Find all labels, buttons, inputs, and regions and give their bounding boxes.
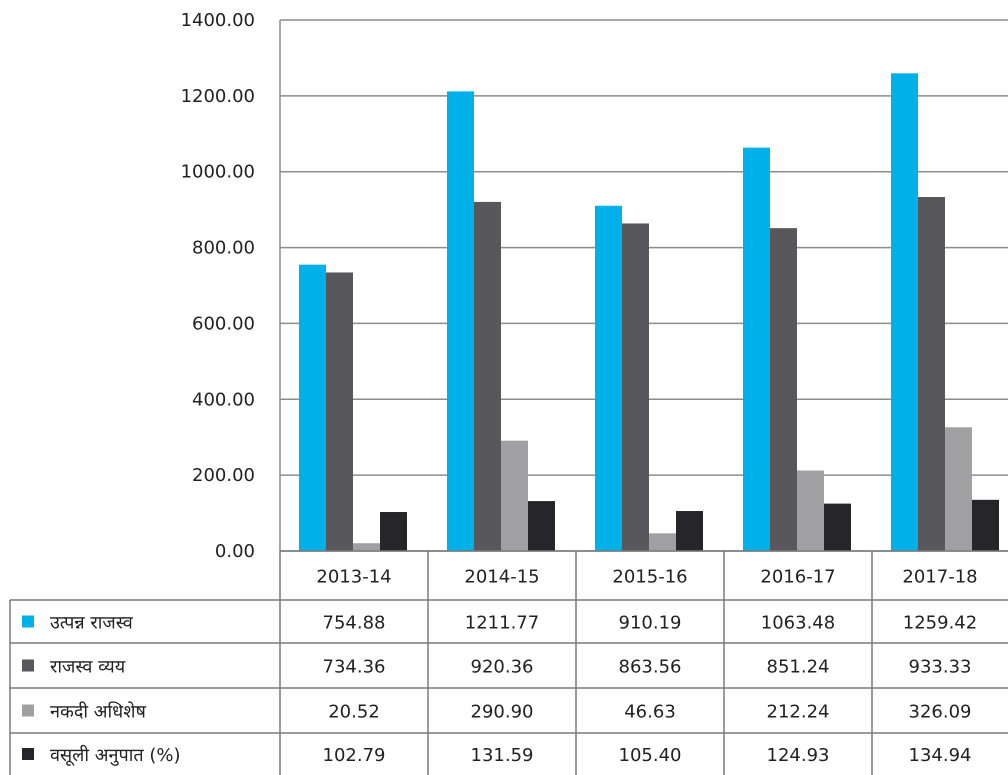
bar <box>501 440 528 551</box>
legend-label: नकदी अधिशेष <box>50 701 146 723</box>
bar <box>770 228 797 551</box>
legend-swatch <box>22 704 34 717</box>
bar <box>743 147 770 552</box>
data-label: 1259.42 <box>903 613 977 634</box>
data-label: 920.36 <box>471 657 534 678</box>
legend-label: राजस्व व्यय <box>50 657 126 678</box>
bar <box>918 197 945 551</box>
x-tick-label: 2017-18 <box>902 567 977 588</box>
x-tick-label: 2016-17 <box>760 567 835 588</box>
bar <box>797 470 824 551</box>
y-tick-label: 0.00 <box>215 541 255 562</box>
legend-swatch <box>22 615 34 628</box>
bar <box>380 512 407 551</box>
bars <box>299 73 999 552</box>
y-tick-label: 400.00 <box>192 389 255 410</box>
data-label: 290.90 <box>471 702 534 723</box>
y-tick-label: 1400.00 <box>181 10 255 31</box>
y-axis: 0.00 200.00 400.00 600.00 800.00 1000.00 1200.… <box>181 10 255 562</box>
y-tick-label: 200.00 <box>192 465 255 486</box>
data-label: 134.94 <box>909 745 972 766</box>
data-label: 1063.48 <box>761 613 835 634</box>
data-label: 131.59 <box>471 745 534 766</box>
data-label: 46.63 <box>624 702 676 723</box>
bar <box>972 499 999 551</box>
y-tick-label: 1000.00 <box>181 162 255 183</box>
data-label: 105.40 <box>619 745 682 766</box>
bar <box>676 511 703 551</box>
y-tick-label: 800.00 <box>192 238 255 259</box>
bar <box>824 503 851 551</box>
bar <box>622 223 649 551</box>
bar <box>353 543 380 551</box>
legend-swatch <box>22 659 34 672</box>
y-tick-label: 600.00 <box>192 313 255 334</box>
data-label: 851.24 <box>767 657 830 678</box>
bar <box>528 501 555 551</box>
bar <box>299 264 326 551</box>
data-label: 20.52 <box>328 702 380 723</box>
bar <box>649 533 676 551</box>
legend-swatch <box>22 748 34 760</box>
data-label: 933.33 <box>909 657 972 678</box>
bar <box>447 91 474 552</box>
bar <box>595 205 622 551</box>
bar <box>891 73 918 552</box>
data-label: 1211.77 <box>465 613 539 634</box>
bar <box>945 427 972 551</box>
legend-label: उत्पन्न राजस्व <box>50 613 134 634</box>
y-tick-label: 1200.00 <box>181 86 255 107</box>
data-label: 754.88 <box>323 613 386 634</box>
x-tick-label: 2013-14 <box>316 567 391 588</box>
data-label: 124.93 <box>767 745 830 766</box>
data-label: 326.09 <box>909 702 972 723</box>
bar <box>474 201 501 551</box>
data-label: 910.19 <box>619 613 682 634</box>
bar <box>326 272 353 551</box>
x-tick-label: 2015-16 <box>612 567 687 588</box>
x-tick-label: 2014-15 <box>464 567 539 588</box>
data-label: 734.36 <box>323 657 386 678</box>
data-label: 863.56 <box>619 657 682 678</box>
data-label: 212.24 <box>767 702 830 723</box>
data-label: 102.79 <box>323 745 386 766</box>
legend-label: वसूली अनुपात (%) <box>50 744 181 766</box>
data-table: 2013-14 2014-15 2015-16 2016-17 2017-18 उत्पन… <box>9 550 1008 775</box>
